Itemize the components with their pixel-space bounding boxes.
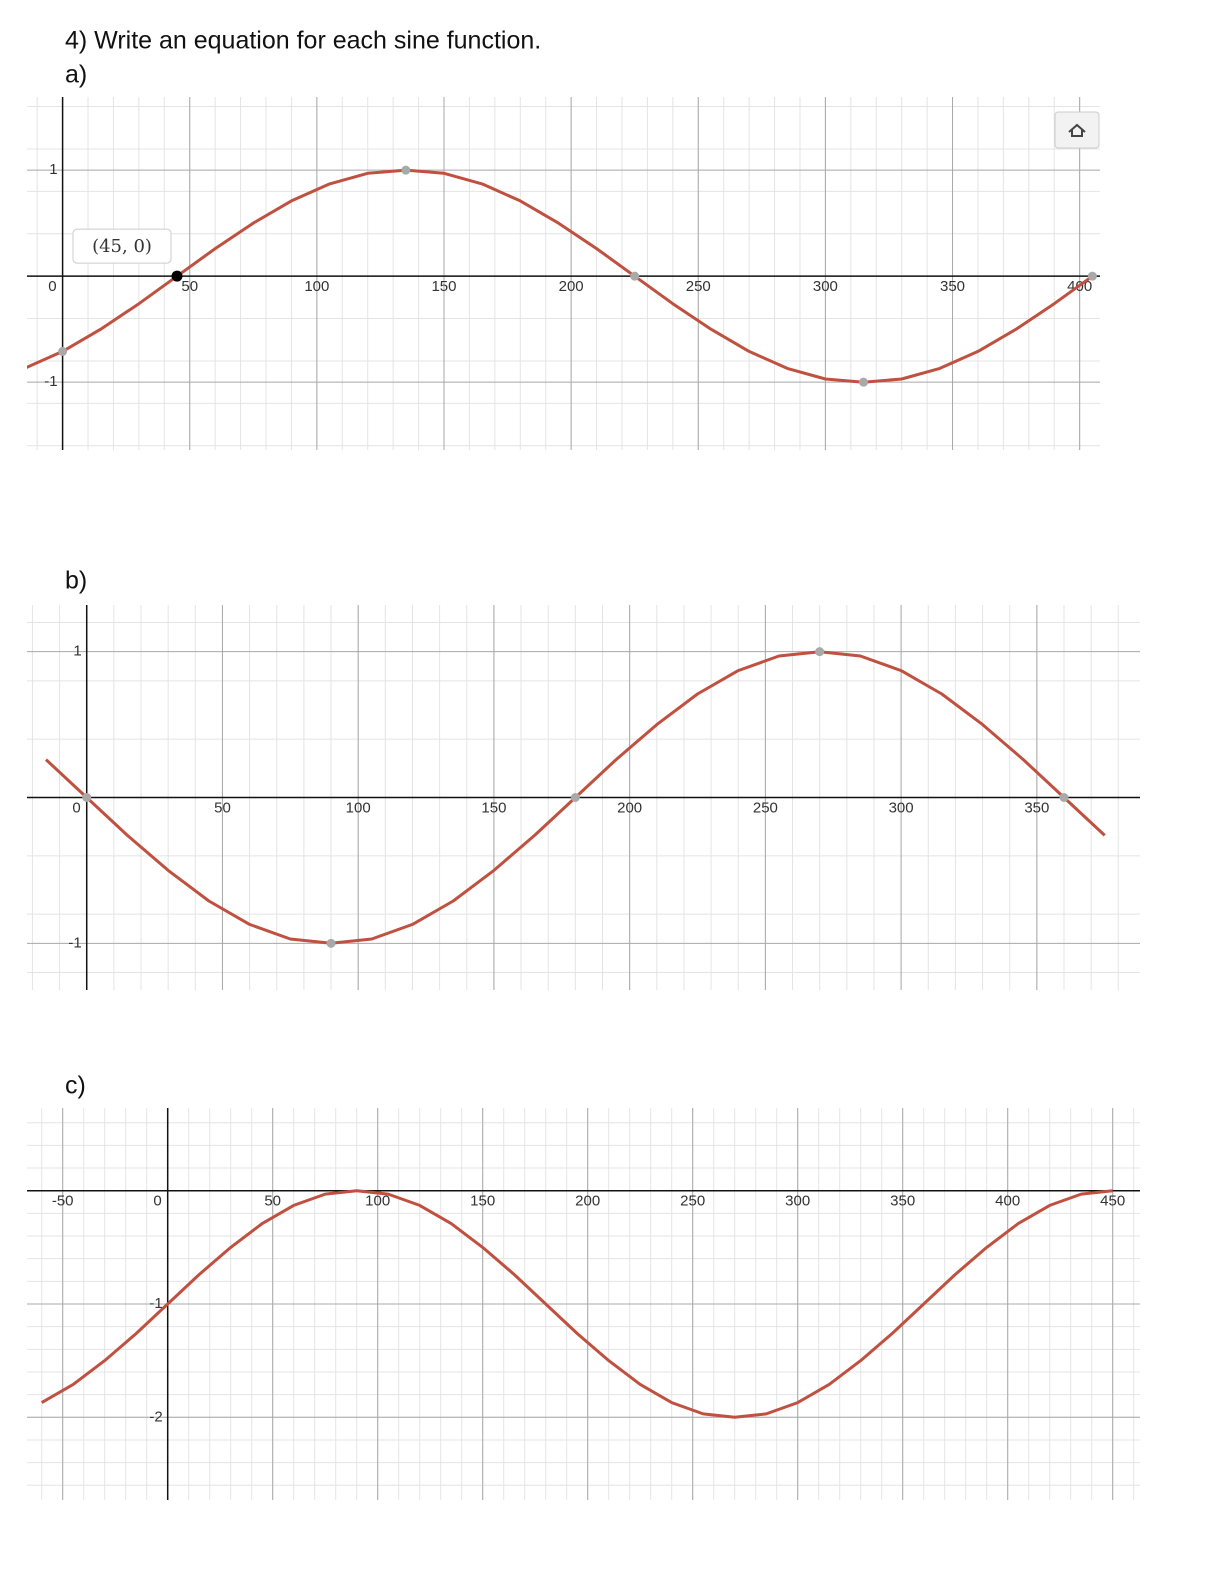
key-point (401, 165, 411, 175)
key-point (58, 346, 68, 356)
x-tick-label: 450 (1100, 1193, 1125, 1210)
x-tick-label: 250 (686, 278, 711, 295)
key-point (859, 377, 869, 387)
annotated-point (171, 270, 183, 282)
x-tick-label: 350 (1024, 799, 1049, 816)
chart: b) 0 50 100 150 200 250 300 350 -1 1 (27, 567, 1140, 990)
x-tick-label: 300 (785, 1193, 810, 1210)
key-point (815, 647, 825, 657)
annotation-box (72, 228, 172, 264)
x-tick-label: 350 (940, 278, 965, 295)
y-tick-label: -1 (149, 1295, 162, 1312)
key-point (1087, 271, 1097, 281)
x-tick-label: 400 (995, 1193, 1020, 1210)
x-tick-label: 100 (365, 1193, 390, 1210)
x-tick-label: 250 (753, 799, 778, 816)
x-tick-label: 200 (559, 278, 584, 295)
x-tick-label: 100 (346, 799, 371, 816)
home-button[interactable] (1054, 111, 1100, 149)
y-tick-label: -1 (68, 934, 81, 951)
chart-label: a) (65, 61, 87, 89)
x-tick-label: 0 (153, 1193, 161, 1210)
x-tick-label: 300 (813, 278, 838, 295)
sine-curve (27, 168, 1094, 384)
x-tick-label: 150 (481, 799, 506, 816)
key-point (82, 793, 92, 802)
x-tick-label: 100 (304, 278, 329, 295)
chart-label: c) (65, 1072, 86, 1100)
x-tick-label: -50 (52, 1193, 74, 1210)
y-tick-label: 1 (73, 643, 81, 660)
question-title: 4) Write an equation for each sine funct… (65, 27, 541, 55)
y-tick-label: 1 (49, 161, 57, 178)
key-point (326, 938, 336, 948)
x-tick-label: 0 (48, 278, 56, 295)
x-tick-label: 250 (680, 1193, 705, 1210)
y-tick-label: -2 (149, 1408, 162, 1425)
x-tick-label: 150 (431, 278, 456, 295)
x-tick-label: 50 (214, 799, 231, 816)
x-tick-label: 200 (617, 799, 642, 816)
x-tick-label: 50 (181, 278, 198, 295)
x-tick-label: 200 (575, 1193, 600, 1210)
key-point (630, 271, 640, 281)
x-tick-label: 150 (470, 1193, 495, 1210)
chart-label: b) (65, 567, 87, 595)
x-tick-label: 0 (72, 799, 80, 816)
key-point (570, 793, 580, 802)
sine-curve (40, 1189, 1113, 1419)
x-tick-label: 350 (890, 1193, 915, 1210)
y-tick-label: -1 (44, 373, 57, 390)
key-point (1059, 793, 1069, 802)
chart: c) -50 0 50 100 150 200 250 300 350 400 450 -2 -1 (27, 1072, 1140, 1500)
annotation-label: (45, 0) (92, 236, 152, 257)
x-tick-label: 300 (889, 799, 914, 816)
chart: a)0 50 100 150 200 250 300 350 400-11(45, 0) (27, 61, 1100, 450)
x-tick-label: 50 (264, 1193, 281, 1210)
